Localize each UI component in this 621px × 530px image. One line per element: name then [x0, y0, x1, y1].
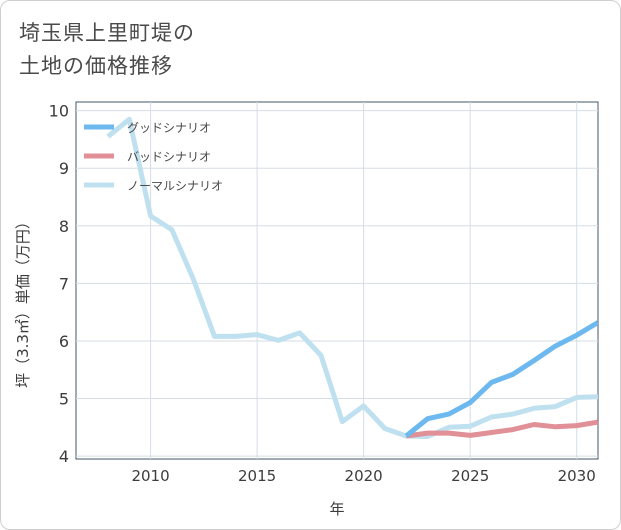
series-line-1: [404, 320, 598, 438]
series-line-2: [405, 419, 598, 439]
axis-layer: 2010 2015 2020 2025 2030 4 5 6 7 8 9 10: [49, 102, 596, 485]
chart-title-line-2: 土地の価格推移: [19, 54, 173, 78]
grid-lines: [76, 102, 598, 459]
y-tick-label: 9: [59, 159, 69, 178]
legend-label: ノーマルシナリオ: [127, 179, 223, 193]
x-tick-label: 2010: [131, 467, 169, 485]
y-tick-label: 4: [59, 447, 69, 466]
y-tick-label: 8: [59, 217, 69, 236]
y-tick-label: 7: [59, 274, 69, 293]
x-tick-label: 2015: [238, 467, 276, 485]
x-tick-label: 2025: [451, 467, 489, 485]
y-tick-label: 5: [59, 390, 69, 409]
y-axis-label: 坪（3.3㎡）単価（万円）: [14, 214, 32, 388]
x-tick-label: 2030: [558, 467, 596, 485]
y-tick-label: 6: [59, 332, 69, 351]
legend-label: グッドシナリオ: [127, 121, 211, 135]
chart-title: 埼玉県上里町堤の 土地の価格推移: [19, 17, 195, 83]
series-layer: [106, 116, 598, 439]
chart-title-line-1: 埼玉県上里町堤の: [19, 21, 195, 45]
series-line-3: [106, 116, 598, 439]
legend-label: バッドシナリオ: [127, 150, 211, 164]
x-tick-label: 2020: [345, 467, 383, 485]
y-tick-label: 10: [49, 102, 69, 121]
x-axis-label: 年: [329, 500, 344, 518]
